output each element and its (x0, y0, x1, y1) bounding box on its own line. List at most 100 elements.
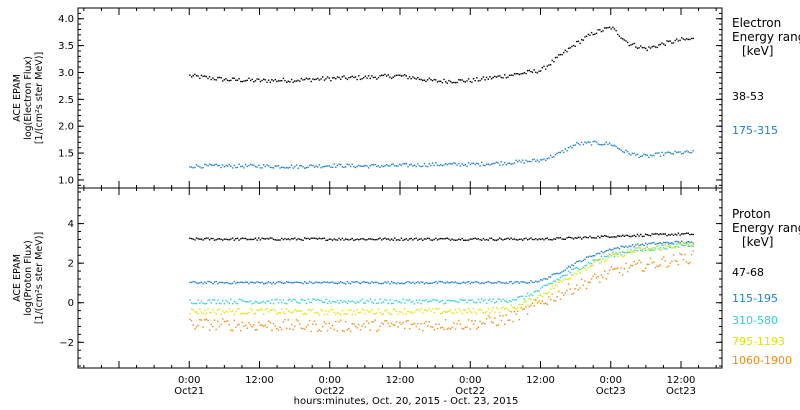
data-point (543, 239, 545, 241)
data-point (604, 251, 606, 253)
data-point (374, 319, 376, 321)
data-point (405, 320, 407, 322)
data-point (371, 321, 373, 323)
legend-proton-47-68: 47-68 (732, 266, 764, 279)
data-point (653, 154, 655, 157)
data-point (410, 163, 412, 166)
data-point (408, 311, 411, 313)
data-point (413, 77, 416, 79)
data-point (641, 249, 644, 251)
data-point (684, 39, 686, 41)
data-point (676, 151, 678, 154)
data-point (523, 298, 525, 300)
data-point (502, 77, 504, 79)
data-point (305, 167, 307, 169)
data-point (277, 80, 280, 82)
data-point (412, 76, 414, 78)
data-point (341, 166, 344, 168)
data-point (323, 321, 326, 323)
data-point (436, 308, 439, 311)
data-point (464, 81, 466, 83)
data-point (425, 238, 427, 240)
data-point (267, 300, 270, 302)
data-point (425, 320, 427, 323)
data-point (581, 39, 583, 41)
data-point (505, 314, 507, 316)
data-point (231, 77, 234, 79)
data-point (282, 311, 285, 313)
data-point (304, 167, 306, 169)
data-point (587, 33, 589, 36)
data-point (367, 75, 370, 77)
data-point (663, 241, 665, 244)
data-point (315, 281, 317, 283)
data-point (635, 263, 637, 265)
data-point (433, 311, 435, 314)
data-point (222, 80, 224, 82)
data-point (489, 76, 491, 78)
data-point (272, 238, 275, 241)
data-point (612, 26, 614, 29)
data-point (235, 326, 237, 328)
data-point (504, 161, 506, 164)
data-point (413, 282, 416, 285)
data-point (648, 156, 650, 158)
data-point (299, 238, 301, 240)
data-point (576, 40, 578, 43)
data-point (243, 312, 245, 315)
data-point (684, 245, 686, 247)
data-point (436, 299, 439, 301)
data-point (246, 165, 248, 168)
electron-data-points (189, 26, 694, 169)
data-point (449, 239, 452, 241)
data-point (502, 298, 504, 300)
data-point (443, 78, 445, 81)
data-point (474, 163, 476, 166)
data-point (417, 281, 419, 283)
data-point (526, 313, 529, 315)
data-point (612, 145, 614, 147)
data-point (507, 282, 509, 285)
data-point (504, 282, 506, 285)
data-point (487, 315, 489, 317)
data-point (315, 78, 317, 80)
data-point (582, 143, 585, 146)
data-point (522, 72, 524, 75)
data-point (459, 323, 462, 325)
data-point (417, 302, 419, 304)
data-point (320, 282, 322, 284)
data-point (604, 27, 606, 29)
data-point (390, 302, 393, 305)
data-point (645, 154, 647, 156)
data-point (376, 330, 378, 333)
data-point (263, 300, 265, 303)
data-point (502, 306, 504, 308)
data-point (322, 76, 324, 78)
data-point (592, 140, 594, 143)
data-point (602, 30, 604, 32)
data-point (510, 304, 512, 306)
data-point (372, 164, 375, 166)
data-point (289, 298, 291, 301)
data-point (369, 77, 371, 80)
data-point (474, 301, 476, 304)
data-point (361, 325, 363, 327)
data-point (636, 250, 639, 252)
data-point (526, 70, 529, 72)
data-point (371, 309, 373, 311)
data-point (263, 283, 265, 285)
data-point (658, 265, 660, 267)
data-point (379, 237, 381, 239)
data-point (566, 274, 568, 276)
data-point (328, 322, 330, 324)
data-point (445, 311, 447, 313)
data-point (577, 236, 580, 239)
data-point (202, 283, 204, 285)
data-point (246, 238, 248, 241)
data-point (399, 311, 401, 313)
data-point (497, 280, 499, 283)
data-point (525, 72, 527, 75)
data-point (254, 312, 257, 314)
data-point (189, 74, 191, 76)
data-point (567, 265, 570, 268)
